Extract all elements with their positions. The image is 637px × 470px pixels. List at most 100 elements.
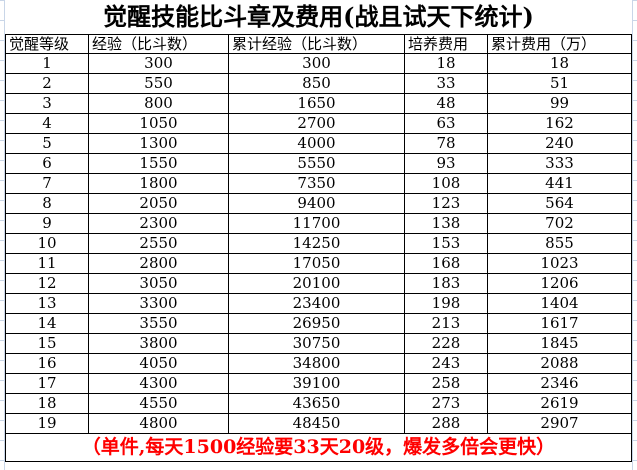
table-cell[interactable]: 1050	[88, 113, 229, 134]
table-cell[interactable]: 2700	[228, 113, 405, 134]
table-cell[interactable]: 17050	[228, 253, 405, 274]
column-header[interactable]: 累计费用（万）	[487, 34, 632, 54]
table-cell[interactable]: 19	[5, 413, 89, 434]
table-cell[interactable]: 2	[5, 73, 89, 94]
column-header[interactable]: 觉醒等级	[5, 34, 89, 54]
table-cell[interactable]: 108	[404, 173, 488, 194]
table-cell[interactable]: 14	[5, 313, 89, 334]
table-cell[interactable]: 243	[404, 353, 488, 374]
table-cell[interactable]: 78	[404, 133, 488, 154]
table-cell[interactable]: 258	[404, 373, 488, 394]
table-cell[interactable]: 51	[487, 73, 632, 94]
table-cell[interactable]: 441	[487, 173, 632, 194]
table-cell[interactable]: 16	[5, 353, 89, 374]
table-cell[interactable]: 550	[88, 73, 229, 94]
table-cell[interactable]: 12	[5, 273, 89, 294]
table-cell[interactable]: 99	[487, 93, 632, 114]
table-cell[interactable]: 33	[404, 73, 488, 94]
table-cell[interactable]: 4	[5, 113, 89, 134]
table-cell[interactable]: 43650	[228, 393, 405, 414]
table-cell[interactable]: 18	[5, 393, 89, 414]
table-cell[interactable]: 34800	[228, 353, 405, 374]
table-cell[interactable]: 26950	[228, 313, 405, 334]
table-cell[interactable]: 48450	[228, 413, 405, 434]
table-cell[interactable]: 8	[5, 193, 89, 214]
column-header[interactable]: 累计经验（比斗数）	[228, 34, 405, 54]
table-cell[interactable]: 4300	[88, 373, 229, 394]
table-cell[interactable]: 850	[228, 73, 405, 94]
table-cell[interactable]: 10	[5, 233, 89, 254]
table-cell[interactable]: 300	[88, 53, 229, 74]
table-cell[interactable]: 1550	[88, 153, 229, 174]
table-cell[interactable]: 3300	[88, 293, 229, 314]
table-title[interactable]: 觉醒技能比斗章及费用(战且试天下统计)	[5, 0, 632, 35]
table-cell[interactable]: 2088	[487, 353, 632, 374]
table-cell[interactable]: 1206	[487, 273, 632, 294]
table-cell[interactable]: 1617	[487, 313, 632, 334]
column-header[interactable]: 培养费用	[404, 34, 488, 54]
table-cell[interactable]: 3050	[88, 273, 229, 294]
table-cell[interactable]: 564	[487, 193, 632, 214]
table-cell[interactable]: 3550	[88, 313, 229, 334]
table-cell[interactable]: 2550	[88, 233, 229, 254]
table-cell[interactable]: 162	[487, 113, 632, 134]
table-cell[interactable]: 4050	[88, 353, 229, 374]
table-cell[interactable]: 2346	[487, 373, 632, 394]
table-cell[interactable]: 3	[5, 93, 89, 114]
table-cell[interactable]: 63	[404, 113, 488, 134]
table-cell[interactable]: 5550	[228, 153, 405, 174]
table-cell[interactable]: 6	[5, 153, 89, 174]
table-cell[interactable]: 4000	[228, 133, 405, 154]
table-cell[interactable]: 702	[487, 213, 632, 234]
table-cell[interactable]: 2800	[88, 253, 229, 274]
table-cell[interactable]: 2619	[487, 393, 632, 414]
table-cell[interactable]: 13	[5, 293, 89, 314]
table-cell[interactable]: 7	[5, 173, 89, 194]
table-cell[interactable]: 855	[487, 233, 632, 254]
table-cell[interactable]: 2907	[487, 413, 632, 434]
table-cell[interactable]: 18	[487, 53, 632, 74]
table-cell[interactable]: 198	[404, 293, 488, 314]
table-cell[interactable]: 15	[5, 333, 89, 354]
table-cell[interactable]: 240	[487, 133, 632, 154]
table-cell[interactable]: 1	[5, 53, 89, 74]
table-cell[interactable]: 14250	[228, 233, 405, 254]
table-cell[interactable]: 153	[404, 233, 488, 254]
table-cell[interactable]: 273	[404, 393, 488, 414]
table-cell[interactable]: 1300	[88, 133, 229, 154]
table-cell[interactable]: 4800	[88, 413, 229, 434]
table-cell[interactable]: 39100	[228, 373, 405, 394]
footer-note[interactable]: （单件,每天1500经验要33天20级，爆发多倍会更快）	[5, 433, 632, 462]
table-cell[interactable]: 1023	[487, 253, 632, 274]
table-cell[interactable]: 23400	[228, 293, 405, 314]
table-cell[interactable]: 168	[404, 253, 488, 274]
table-cell[interactable]: 228	[404, 333, 488, 354]
table-cell[interactable]: 11	[5, 253, 89, 274]
table-cell[interactable]: 138	[404, 213, 488, 234]
table-cell[interactable]: 17	[5, 373, 89, 394]
table-cell[interactable]: 9	[5, 213, 89, 234]
table-cell[interactable]: 1650	[228, 93, 405, 114]
table-cell[interactable]: 30750	[228, 333, 405, 354]
table-cell[interactable]: 93	[404, 153, 488, 174]
table-cell[interactable]: 1845	[487, 333, 632, 354]
table-cell[interactable]: 123	[404, 193, 488, 214]
table-cell[interactable]: 1800	[88, 173, 229, 194]
table-cell[interactable]: 7350	[228, 173, 405, 194]
table-cell[interactable]: 213	[404, 313, 488, 334]
table-cell[interactable]: 2050	[88, 193, 229, 214]
column-header[interactable]: 经验（比斗数）	[88, 34, 229, 54]
table-cell[interactable]: 3800	[88, 333, 229, 354]
table-cell[interactable]: 183	[404, 273, 488, 294]
table-cell[interactable]: 9400	[228, 193, 405, 214]
table-cell[interactable]: 5	[5, 133, 89, 154]
table-cell[interactable]: 48	[404, 93, 488, 114]
table-cell[interactable]: 1404	[487, 293, 632, 314]
table-cell[interactable]: 2300	[88, 213, 229, 234]
table-cell[interactable]: 18	[404, 53, 488, 74]
table-cell[interactable]: 300	[228, 53, 405, 74]
table-cell[interactable]: 4550	[88, 393, 229, 414]
table-cell[interactable]: 288	[404, 413, 488, 434]
table-cell[interactable]: 800	[88, 93, 229, 114]
table-cell[interactable]: 20100	[228, 273, 405, 294]
